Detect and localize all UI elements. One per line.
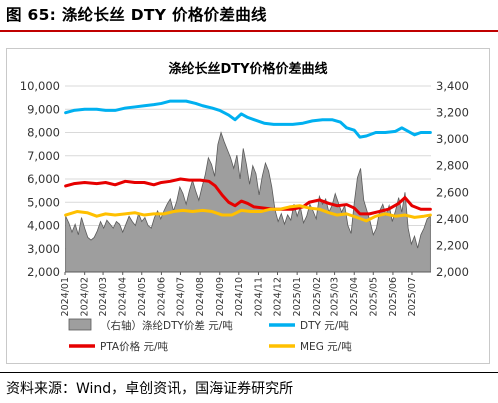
x-tick-label: 2024/06	[156, 277, 167, 316]
legend-meg-label: MEG 元/吨	[300, 340, 352, 353]
x-tick-label: 2024/02	[80, 277, 91, 316]
x-tick-label: 2024/05	[137, 277, 148, 316]
legend-spread-swatch	[68, 318, 92, 331]
series-pta-line	[64, 177, 432, 216]
y-left-tick-label: 6,000	[27, 172, 60, 186]
chart-title: 涤纶长丝DTY价格价差曲线	[168, 61, 327, 77]
y-left-tick-label: 4,000	[27, 219, 60, 233]
x-tick-label: 2025/07	[407, 277, 418, 316]
y-right-tick-label: 2,800	[436, 159, 469, 173]
source-note: 资料来源：Wind，卓创资讯，国海证券研究所	[6, 381, 294, 397]
chart-svg: 涤纶长丝DTY价格价差曲线 2,000 3,000 4,000 5,000 6,000 7…	[20, 61, 469, 353]
y-left-tick-label: 3,000	[27, 242, 60, 256]
y-right-tick-label: 2,000	[436, 265, 469, 279]
series-meg-line	[64, 204, 432, 223]
chart-frame: 涤纶长丝DTY价格价差曲线 2,000 3,000 4,000 5,000 6,000 7…	[6, 48, 490, 364]
x-tick-label: 2025/06	[388, 277, 399, 316]
x-tick-label: 2025/04	[349, 277, 360, 316]
y-right-tick-label: 3,000	[436, 132, 469, 146]
legend-spread-label: （右轴）涤纶DTY价差 元/吨	[100, 319, 233, 332]
x-tick-label: 2024/10	[234, 277, 245, 316]
source-rule	[0, 372, 498, 373]
axes: 2,000 3,000 4,000 5,000 6,000 7,000 8,000 9,000…	[20, 79, 469, 316]
legend-dty-label: DTY 元/吨	[300, 319, 349, 332]
x-tick-label: 2024/08	[195, 277, 206, 316]
y-right-tick-label: 3,400	[436, 79, 469, 93]
y-right-tick-label: 2,600	[436, 185, 469, 199]
price-lines-layer	[64, 99, 432, 223]
y-left-tick-label: 7,000	[27, 149, 60, 163]
x-tick-label: 2024/01	[60, 277, 71, 316]
x-tick-label: 2024/07	[175, 277, 186, 316]
y-left-tick-label: 5,000	[27, 195, 60, 209]
y-left-tick-label: 9,000	[27, 102, 60, 116]
y-right-tick-label: 2,400	[436, 212, 469, 226]
y-left-tick-label: 2,000	[27, 265, 60, 279]
x-tick-label: 2024/03	[98, 277, 109, 316]
x-tick-label: 2024/11	[253, 277, 264, 316]
y-left-tick-label: 10,000	[20, 79, 60, 93]
x-tick-label: 2025/03	[330, 277, 341, 316]
x-tick-label: 2025/01	[292, 277, 303, 316]
y-left-tick-label: 8,000	[27, 126, 60, 140]
legend-pta-label: PTA价格 元/吨	[100, 340, 168, 353]
y-right-tick-label: 3,200	[436, 106, 469, 120]
x-tick-label: 2024/04	[118, 277, 129, 316]
x-tick-label: 2025/05	[368, 277, 379, 316]
x-tick-label: 2024/12	[272, 277, 283, 316]
figure-title: 图 65: 涤纶长丝 DTY 价格价差曲线	[6, 6, 267, 24]
x-tick-label: 2024/09	[215, 277, 226, 316]
title-rule	[0, 30, 498, 32]
series-dty-line	[64, 99, 432, 139]
y-right-tick-label: 2,200	[436, 238, 469, 252]
x-tick-label: 2025/02	[312, 277, 323, 316]
legend: （右轴）涤纶DTY价差 元/吨 DTY 元/吨 PTA价格 元/吨 MEG 元/吨	[68, 318, 352, 353]
